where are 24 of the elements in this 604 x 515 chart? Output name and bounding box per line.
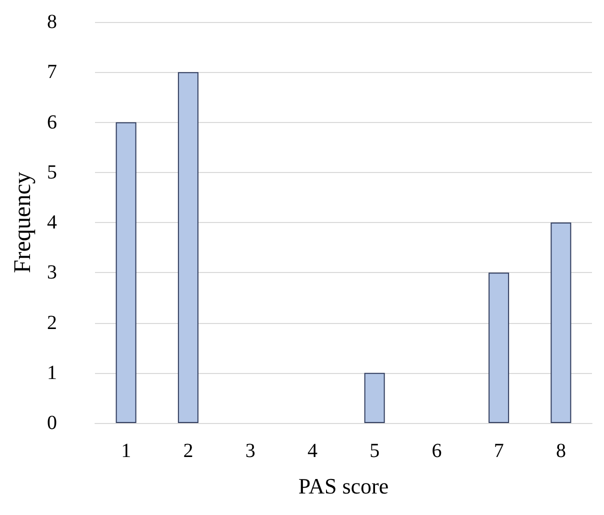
y-axis-title: Frequency: [10, 172, 36, 274]
bar: [488, 272, 510, 423]
bar: [178, 72, 198, 423]
x-tick-label: 8: [556, 440, 566, 462]
y-tick-label: 6: [47, 111, 57, 134]
x-tick-label: 6: [432, 440, 442, 462]
y-tick-label: 2: [47, 312, 57, 334]
x-tick-label: 2: [183, 440, 194, 462]
y-tick-label: 4: [47, 212, 57, 234]
bar: [550, 222, 572, 423]
x-tick-label: 4: [307, 440, 318, 462]
x-tick-label: 5: [370, 440, 380, 462]
y-tick-label: 3: [47, 262, 57, 284]
y-tick-label: 8: [47, 11, 57, 33]
x-tick-label: 7: [494, 440, 504, 462]
bar: [116, 122, 136, 423]
y-tick-label: 7: [47, 61, 57, 84]
bar: [364, 372, 385, 423]
y-tick-label: 5: [47, 161, 57, 184]
x-tick-label: 3: [245, 440, 256, 462]
x-axis-title: PAS score: [298, 474, 389, 498]
x-tick-label: 1: [121, 440, 132, 462]
y-tick-label: 1: [47, 362, 57, 384]
y-tick-label: 0: [47, 412, 57, 434]
